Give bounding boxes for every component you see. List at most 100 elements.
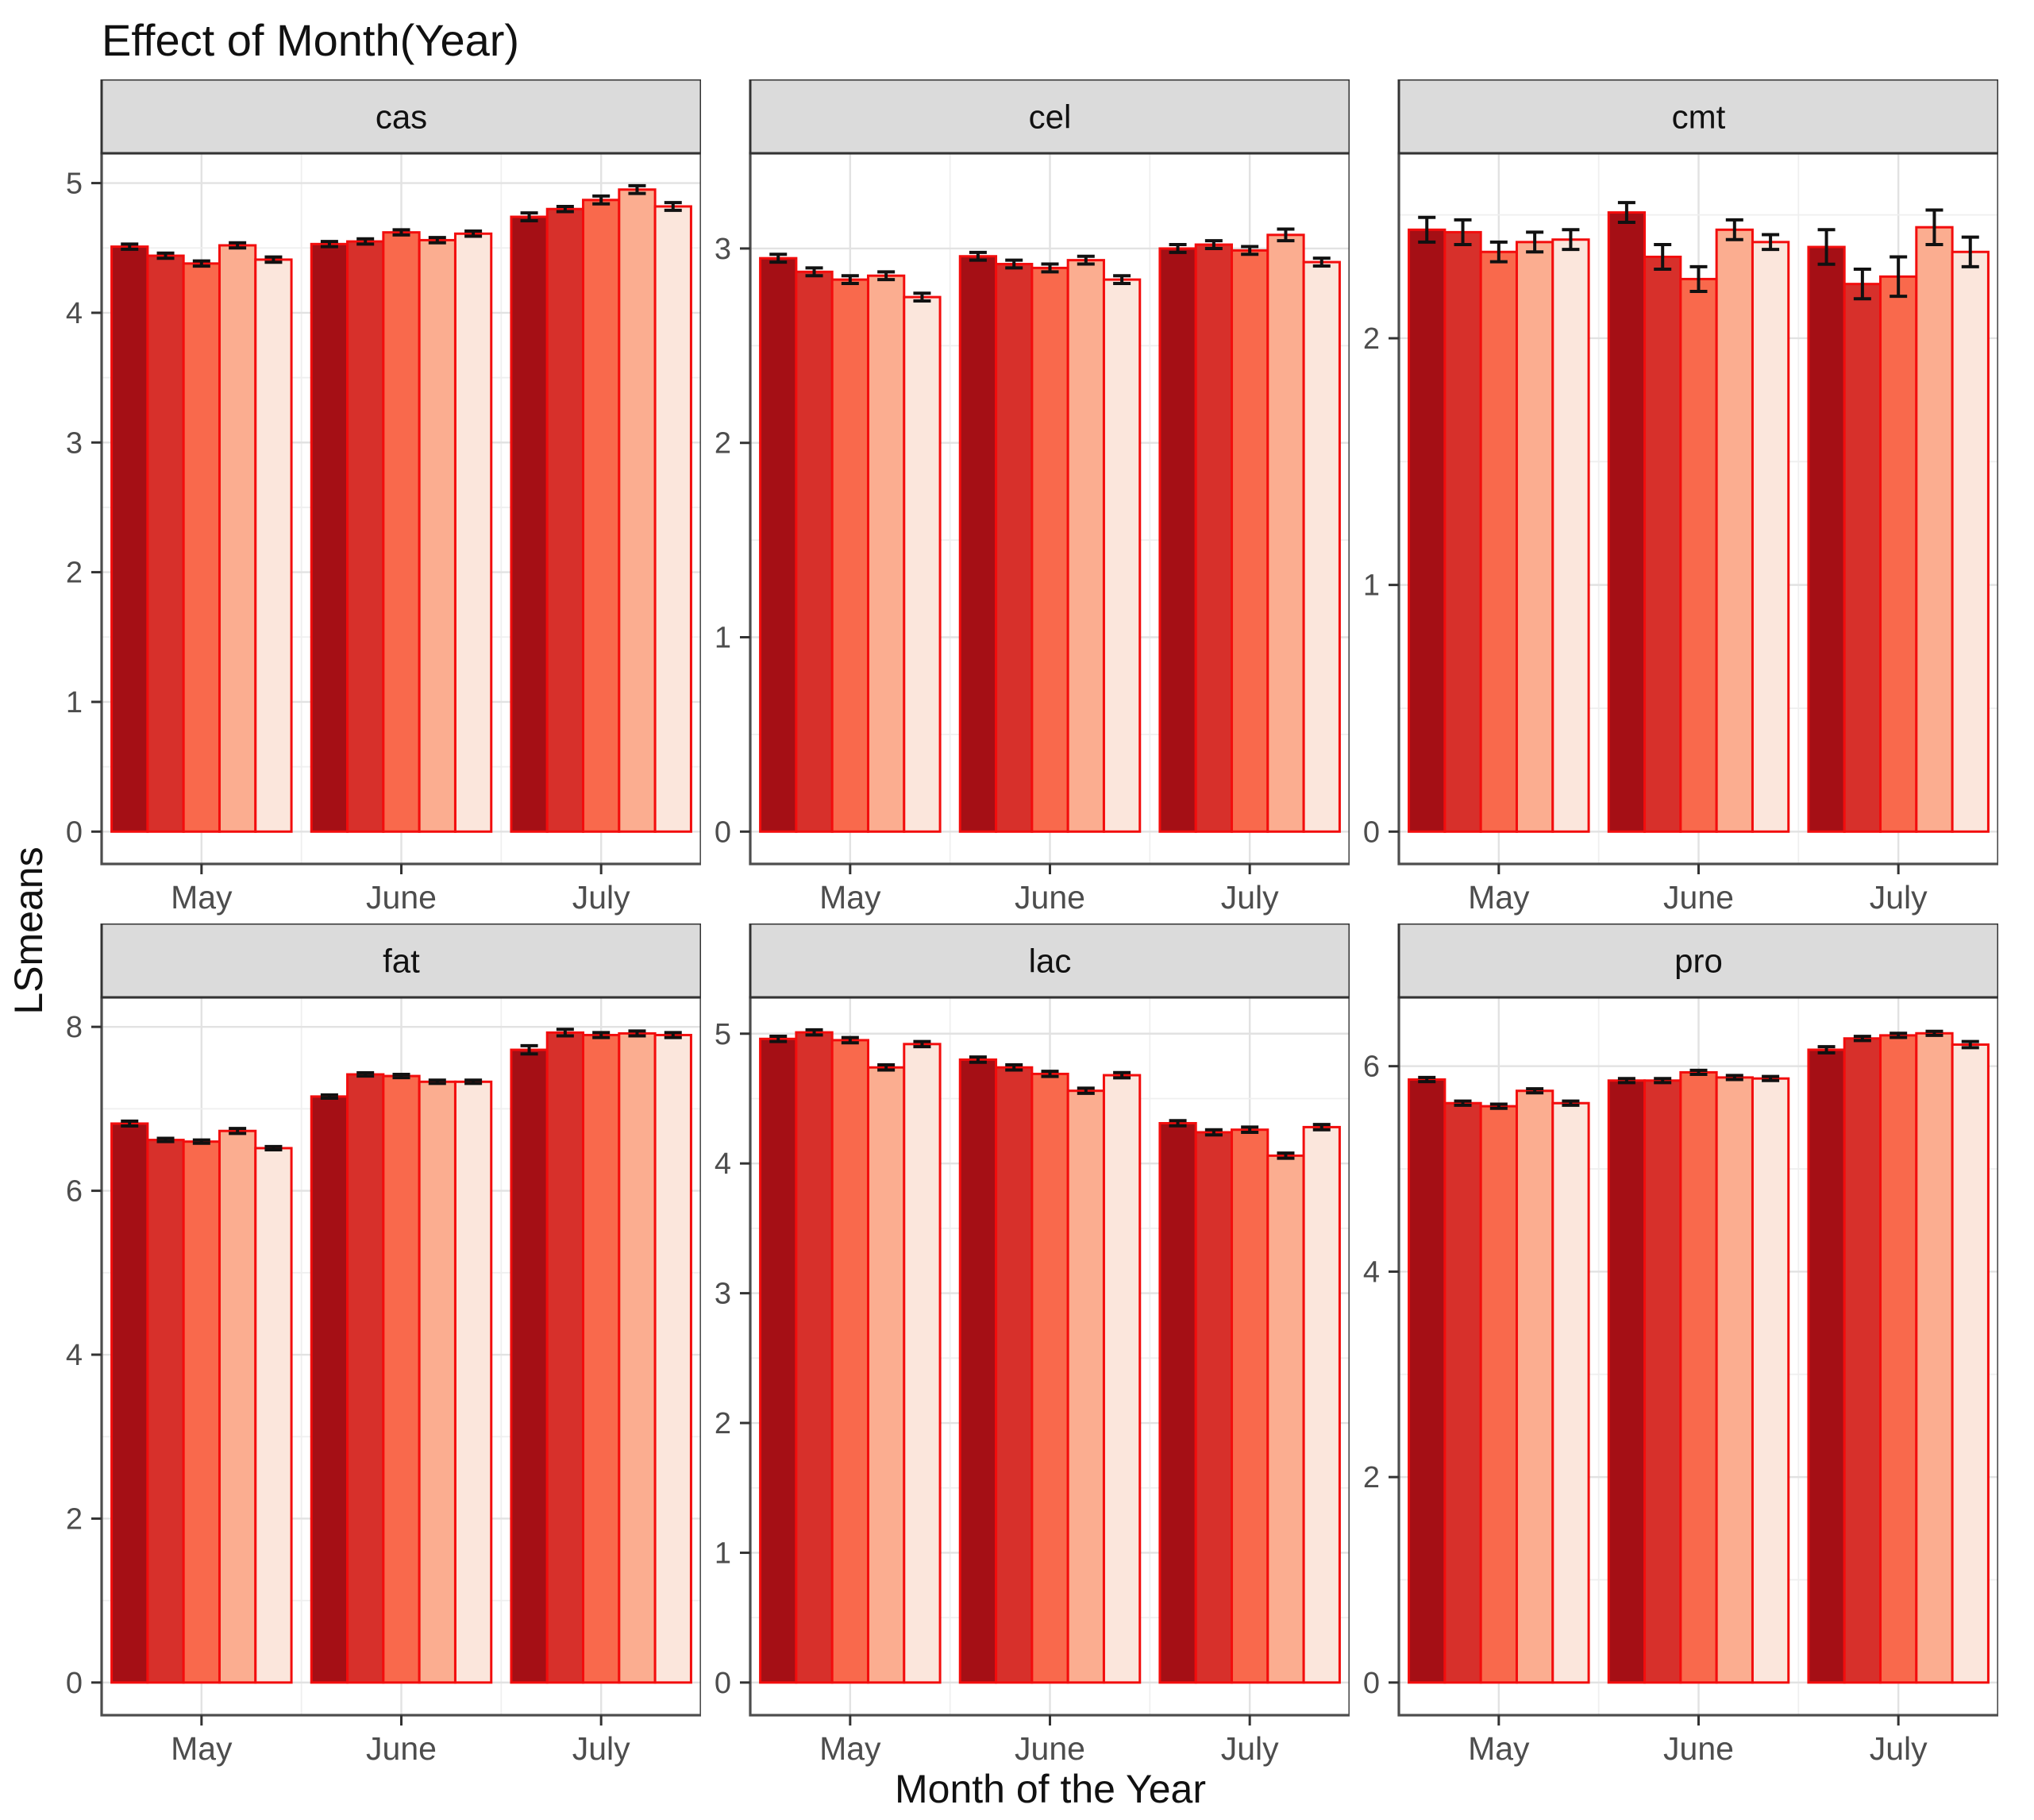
y-tick-label: 6 <box>1363 1051 1380 1084</box>
y-axis: 0 2 4 6 8 <box>66 1011 102 1700</box>
facet-cmt: cmt 0 1 2 May June July <box>1327 79 1998 923</box>
x-tick-label: July <box>572 879 630 916</box>
bar <box>653 1033 692 1684</box>
error-bar <box>664 1031 682 1039</box>
y-tick-label: 2 <box>1363 1461 1380 1494</box>
bar <box>1443 1101 1482 1684</box>
bar <box>1951 1043 1990 1684</box>
y-tick-label: 1 <box>66 686 83 719</box>
x-tick-label: June <box>1663 1730 1734 1767</box>
bar <box>1479 1105 1518 1684</box>
bar <box>830 1039 869 1684</box>
bar <box>254 1147 293 1684</box>
bar <box>1158 247 1197 833</box>
facet-strip: cmt <box>1397 79 1998 155</box>
facet-fat: fat 0 2 4 6 8 May June July <box>30 923 701 1774</box>
y-tick-label: 0 <box>715 1667 731 1700</box>
bar <box>1066 1089 1105 1684</box>
error-bar <box>1526 1087 1544 1095</box>
x-tick-label: May <box>171 879 233 916</box>
error-bar <box>1077 254 1095 266</box>
error-bar <box>1204 239 1223 250</box>
bar <box>310 1095 349 1684</box>
bar <box>866 1066 906 1684</box>
x-tick-label: May <box>819 1730 881 1767</box>
bar <box>1266 233 1305 833</box>
facet-strip: cel <box>749 79 1350 155</box>
bar-group-lac-June <box>958 1055 1142 1684</box>
x-axis: May June July <box>819 864 1279 916</box>
facet-strip: cas <box>100 79 701 155</box>
error-bar <box>1204 1128 1223 1137</box>
error-bar <box>877 270 896 282</box>
bar <box>346 1073 385 1684</box>
bar <box>1066 259 1105 833</box>
bar <box>110 245 149 833</box>
chart-title: Effect of Month(Year) <box>102 15 520 65</box>
bar <box>1715 1076 1754 1684</box>
error-bar <box>464 229 483 238</box>
bar <box>1266 1154 1305 1684</box>
bar <box>1679 277 1718 833</box>
bar <box>146 254 185 833</box>
x-tick-label: June <box>366 879 437 916</box>
error-bar <box>969 250 987 262</box>
bar <box>1551 1101 1590 1684</box>
bar <box>1194 1131 1234 1684</box>
x-axis-title: Month of the Year <box>895 1767 1206 1811</box>
x-tick-label: July <box>1870 879 1928 916</box>
y-tick-label: 4 <box>1363 1255 1380 1289</box>
x-axis: May June July <box>171 1715 630 1767</box>
bar <box>759 1037 798 1684</box>
bar <box>382 1074 421 1684</box>
bar <box>958 255 998 833</box>
y-tick-label: 4 <box>66 297 83 330</box>
bar-group-cmt-July <box>1807 208 1990 833</box>
bar <box>618 1031 657 1684</box>
error-bar <box>1113 1070 1131 1080</box>
bar <box>1751 241 1790 833</box>
y-tick-label: 0 <box>1363 1667 1380 1700</box>
bar <box>1643 255 1682 833</box>
error-bar <box>1454 1099 1472 1107</box>
bar <box>1231 249 1269 833</box>
bar <box>510 1048 549 1684</box>
bar <box>903 1043 942 1684</box>
bar <box>995 263 1034 833</box>
bar <box>995 1066 1034 1684</box>
y-tick-label: 6 <box>66 1175 83 1209</box>
y-tick-label: 5 <box>715 1018 731 1051</box>
y-tick-label: 0 <box>66 1667 83 1700</box>
error-bar <box>1169 1119 1187 1128</box>
facet-cas: cas 0 1 2 3 4 5 May June July <box>30 79 701 923</box>
facet-panel-cas: cas 0 1 2 3 4 5 May June July <box>66 79 701 916</box>
error-bar <box>264 1144 283 1151</box>
error-bar <box>192 1138 210 1145</box>
error-bar <box>1853 1035 1871 1043</box>
y-tick-label: 0 <box>1363 816 1380 849</box>
bar <box>1302 260 1341 833</box>
bar <box>1551 238 1590 833</box>
facet-panel-pro: pro 0 2 4 6 May June July <box>1363 923 1998 1767</box>
error-bar <box>1454 218 1472 246</box>
bar-group-fat-July <box>510 1028 692 1684</box>
y-tick-label: 0 <box>715 816 731 849</box>
bar <box>1843 283 1882 833</box>
y-tick-label: 2 <box>66 557 83 590</box>
bar <box>1915 226 1954 833</box>
error-bar <box>592 1031 611 1039</box>
y-tick-label: 1 <box>1363 569 1380 603</box>
bar <box>582 199 621 833</box>
bar <box>759 256 798 833</box>
error-bar <box>556 204 574 214</box>
facet-strip-label: cel <box>1029 98 1072 136</box>
bar-group-pro-July <box>1807 1029 1990 1684</box>
x-tick-label: May <box>819 879 881 916</box>
error-bar <box>1725 1074 1743 1082</box>
error-bar <box>392 228 410 237</box>
error-bar <box>1925 1029 1943 1037</box>
bar-group-cel-July <box>1158 227 1341 833</box>
bar <box>110 1122 149 1684</box>
bar <box>1715 228 1754 833</box>
x-axis: May June July <box>1468 1715 1928 1767</box>
